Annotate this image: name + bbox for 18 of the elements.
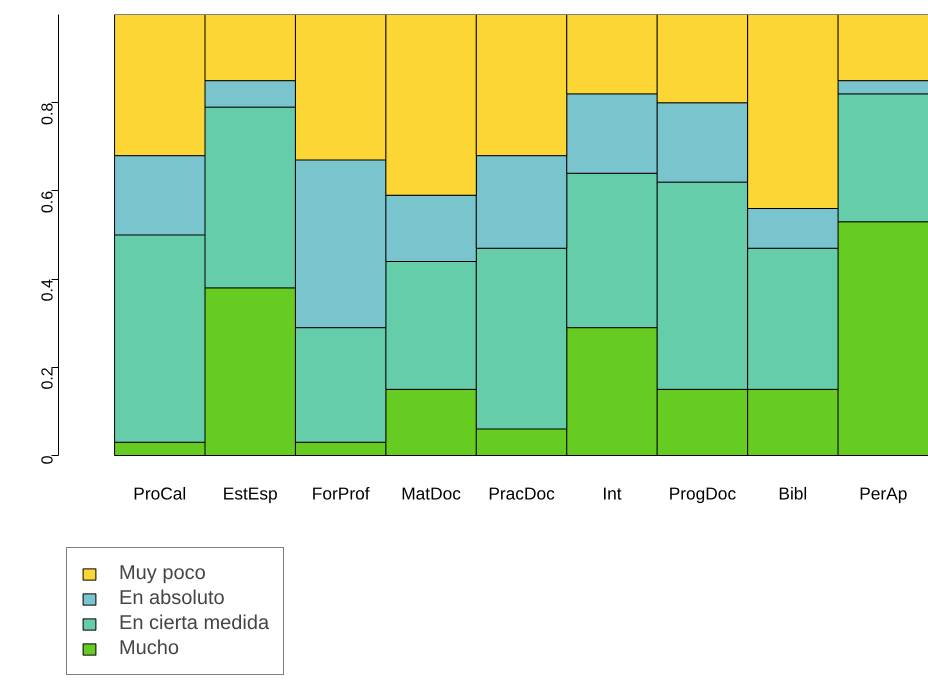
y-tick-label: 0.2 [40,367,56,390]
x-tick-label: Int [602,484,622,504]
x-tick-label: PerAp [859,484,908,504]
legend-label: En cierta medida [119,612,270,635]
x-tick-label: MatDoc [401,484,462,504]
x-tick-label: ForProf [312,484,370,504]
y-tick-label: 0.8 [40,102,56,125]
legend-label: Mucho [119,637,180,660]
x-tick-label: PracDoc [488,484,556,504]
legend-label: Muy poco [119,562,206,585]
x-tick-label: ProgDoc [668,484,736,504]
y-tick-label: 0.6 [40,190,56,214]
y-tick-label: 0 [40,455,56,464]
y-tick-label: 0.4 [40,279,56,302]
x-tick-label: ProCal [133,484,186,504]
legend-label: En absoluto [119,587,225,610]
x-tick-label: EstEsp [222,484,278,504]
x-tick-label: Bibl [778,484,808,504]
